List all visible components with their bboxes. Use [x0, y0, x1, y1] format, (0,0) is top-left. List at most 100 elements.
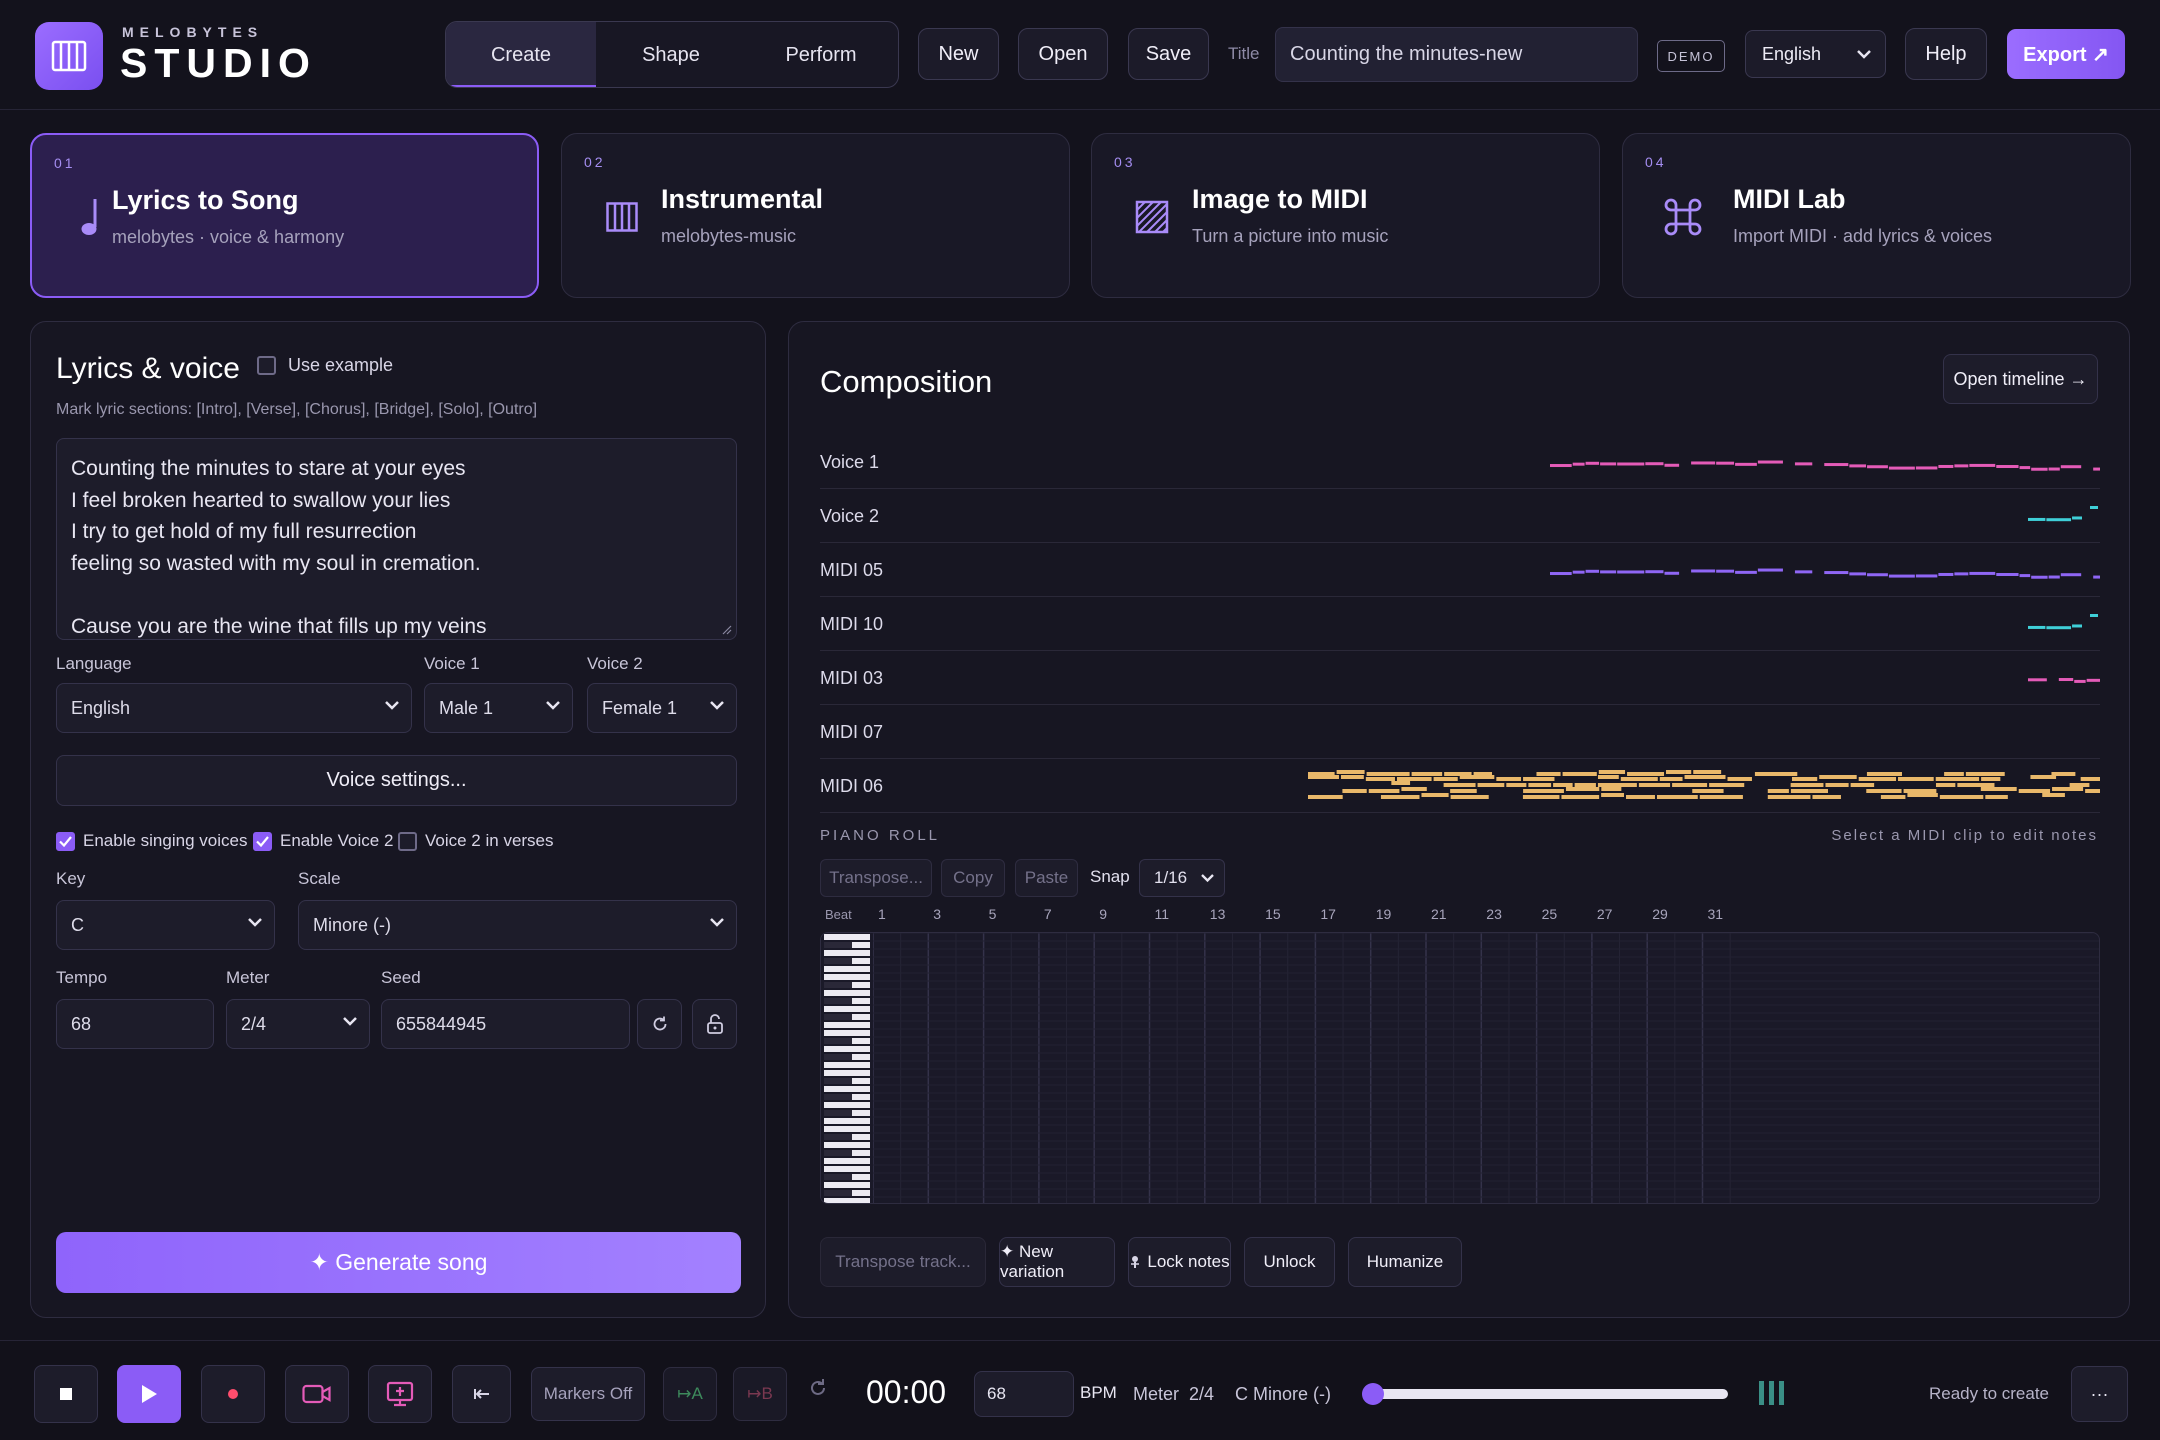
enable-voice2-checkbox[interactable]: [253, 831, 272, 851]
meter-dropdown[interactable]: 2/4: [226, 999, 370, 1049]
piano-key[interactable]: [824, 950, 870, 956]
piano-key[interactable]: [824, 974, 870, 980]
stop-button[interactable]: [34, 1365, 98, 1423]
tempo-input[interactable]: 68: [56, 999, 214, 1049]
generate-song-button[interactable]: ✦ Generate song: [56, 1232, 741, 1293]
language-select[interactable]: English: [1745, 30, 1886, 78]
track-row[interactable]: MIDI 05: [820, 543, 2100, 597]
piano-key[interactable]: [824, 1166, 870, 1172]
note-grid[interactable]: [820, 932, 2100, 1204]
snap-dropdown[interactable]: 1/16: [1139, 859, 1225, 897]
voice2-verses-toggle[interactable]: Voice 2 in verses: [398, 831, 554, 851]
record-button[interactable]: [201, 1365, 265, 1423]
export-button[interactable]: Export ↗: [2007, 29, 2125, 79]
position-slider-thumb[interactable]: [1362, 1383, 1384, 1405]
tab-perform[interactable]: Perform: [785, 43, 857, 66]
piano-key[interactable]: [824, 942, 852, 948]
midi-clip[interactable]: [820, 435, 2100, 489]
humanize-button[interactable]: Humanize: [1348, 1237, 1462, 1287]
unlock-button[interactable]: Unlock: [1244, 1237, 1335, 1287]
piano-key[interactable]: [824, 1038, 852, 1044]
card-lyrics-to-song[interactable]: 01 Lyrics to Song melobytes · voice & ha…: [30, 133, 539, 298]
piano-key[interactable]: [824, 1198, 870, 1204]
midi-clip[interactable]: [820, 651, 2100, 705]
midi-clip[interactable]: [820, 489, 2100, 543]
card-image-to-midi[interactable]: 03 Image to MIDI Turn a picture into mus…: [1091, 133, 1600, 298]
voice1-dropdown[interactable]: Male 1: [424, 683, 573, 733]
resize-handle-icon[interactable]: [722, 625, 732, 635]
lyrics-textarea[interactable]: Counting the minutes to stare at your ey…: [56, 438, 737, 640]
piano-key[interactable]: [824, 1150, 852, 1156]
markers-toggle[interactable]: Markers Off: [531, 1367, 645, 1421]
key-dropdown[interactable]: C: [56, 900, 275, 950]
screen-share-button[interactable]: [368, 1365, 432, 1423]
piano-key[interactable]: [824, 1126, 870, 1132]
help-button[interactable]: Help: [1905, 28, 1987, 80]
piano-key[interactable]: [824, 1006, 870, 1012]
piano-key[interactable]: [824, 1022, 870, 1028]
transpose-button[interactable]: Transpose...: [820, 859, 932, 897]
more-options-button[interactable]: ···: [2071, 1366, 2128, 1422]
piano-key[interactable]: [824, 1182, 870, 1188]
card-midi-lab[interactable]: 04 MIDI Lab Import MIDI · add lyrics & v…: [1622, 133, 2131, 298]
midi-clip[interactable]: [820, 759, 2100, 813]
piano-key[interactable]: [824, 1190, 852, 1196]
marker-a-button[interactable]: ↦A: [663, 1367, 717, 1421]
track-row[interactable]: MIDI 06: [820, 759, 2100, 813]
seed-input[interactable]: 655844945: [381, 999, 630, 1049]
track-row[interactable]: Voice 2: [820, 489, 2100, 543]
piano-key[interactable]: [824, 1046, 870, 1052]
piano-key[interactable]: [824, 1078, 852, 1084]
voice2-dropdown[interactable]: Female 1: [587, 683, 737, 733]
use-example-toggle[interactable]: Use example: [257, 355, 393, 376]
enable-singing-checkbox[interactable]: [56, 831, 75, 851]
enable-voice2-toggle[interactable]: Enable Voice 2: [253, 831, 393, 851]
piano-key[interactable]: [824, 958, 852, 964]
midi-clip[interactable]: [820, 597, 2100, 651]
track-row[interactable]: MIDI 03: [820, 651, 2100, 705]
play-button[interactable]: [117, 1365, 181, 1423]
language-dropdown[interactable]: English: [56, 683, 412, 733]
piano-keys[interactable]: [821, 933, 873, 1204]
piano-key[interactable]: [824, 1094, 852, 1100]
piano-key[interactable]: [824, 1054, 852, 1060]
open-button[interactable]: Open: [1018, 28, 1108, 80]
tab-create[interactable]: Create: [446, 22, 596, 87]
title-input[interactable]: Counting the minutes-new: [1275, 27, 1638, 82]
voice-settings-button[interactable]: Voice settings...: [56, 755, 737, 806]
reseed-button[interactable]: [637, 999, 682, 1049]
new-button[interactable]: New: [918, 28, 999, 80]
piano-key[interactable]: [824, 1014, 852, 1020]
piano-key[interactable]: [824, 1102, 870, 1108]
copy-button[interactable]: Copy: [941, 859, 1005, 897]
piano-key[interactable]: [824, 982, 852, 988]
bpm-input[interactable]: 68: [974, 1371, 1074, 1417]
new-variation-button[interactable]: ✦ New variation: [999, 1237, 1115, 1287]
piano-key[interactable]: [824, 990, 870, 996]
piano-roll[interactable]: Beat 1 3 5 7 9 11 13 15 17 19 21 23 25 27 29 31: [820, 904, 2100, 1204]
loop-button[interactable]: [807, 1377, 829, 1399]
rewind-to-start-button[interactable]: [452, 1365, 511, 1423]
piano-key[interactable]: [824, 1086, 870, 1092]
piano-key[interactable]: [824, 1070, 870, 1076]
seed-lock-button[interactable]: [692, 999, 737, 1049]
open-timeline-button[interactable]: Open timeline →: [1943, 354, 2098, 404]
transpose-track-button[interactable]: Transpose track...: [820, 1237, 986, 1287]
paste-button[interactable]: Paste: [1015, 859, 1078, 897]
piano-key[interactable]: [824, 1158, 870, 1164]
midi-clip[interactable]: [820, 543, 2100, 597]
piano-key[interactable]: [824, 966, 870, 972]
track-row[interactable]: MIDI 10: [820, 597, 2100, 651]
piano-key[interactable]: [824, 1118, 870, 1124]
scale-dropdown[interactable]: Minore (-): [298, 900, 737, 950]
lock-notes-button[interactable]: Lock notes: [1128, 1237, 1231, 1287]
piano-key[interactable]: [824, 1142, 870, 1148]
piano-key[interactable]: [824, 934, 870, 940]
tab-shape[interactable]: Shape: [642, 43, 700, 66]
voice2-verses-checkbox[interactable]: [398, 831, 417, 851]
marker-b-button[interactable]: ↦B: [733, 1367, 787, 1421]
save-button[interactable]: Save: [1128, 28, 1209, 80]
piano-key[interactable]: [824, 1062, 870, 1068]
enable-singing-toggle[interactable]: Enable singing voices: [56, 831, 247, 851]
video-button[interactable]: [285, 1365, 349, 1423]
